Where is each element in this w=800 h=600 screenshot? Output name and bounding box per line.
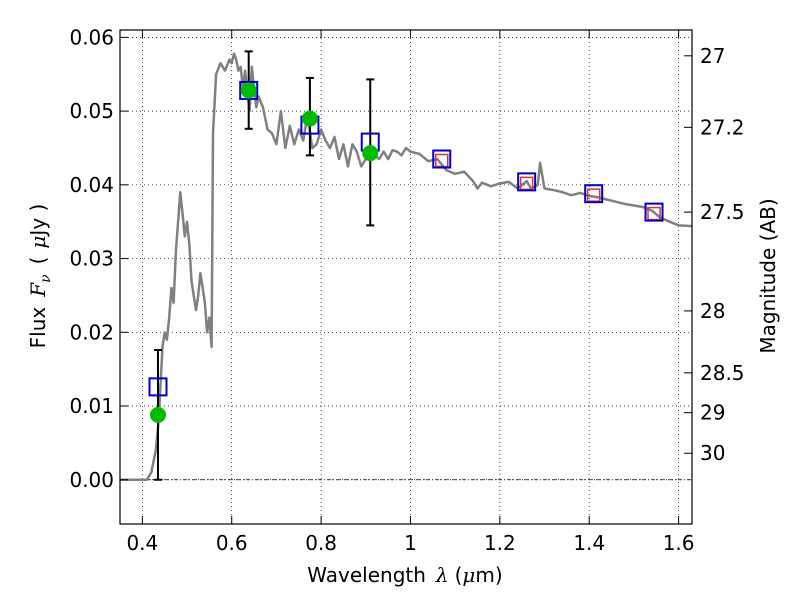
y2-tick-label: 27 bbox=[700, 44, 725, 68]
observed-marker bbox=[362, 145, 379, 162]
y-tick-label: 0.06 bbox=[69, 25, 114, 49]
model-marker bbox=[148, 377, 168, 397]
y2-tick-label: 27.2 bbox=[700, 115, 745, 139]
grid-lines bbox=[120, 30, 692, 524]
observed-marker bbox=[149, 406, 166, 423]
ticks-layer: 0.4 0.6 0.8 1 1.2 1.4 1.6 0.00 0.01 0.02 0.03 0.04 0… bbox=[69, 25, 744, 555]
y-tick-label: 0.03 bbox=[69, 247, 114, 271]
observed-marker bbox=[301, 110, 318, 127]
x-tick-label: 1.6 bbox=[663, 531, 695, 555]
x-tick-label: 1.4 bbox=[573, 531, 605, 555]
model-marker bbox=[517, 172, 537, 192]
model-marker bbox=[239, 80, 259, 100]
plot-frame bbox=[119, 29, 693, 525]
predicted-marker bbox=[647, 206, 661, 221]
model-marker bbox=[644, 202, 664, 222]
y2-tick-label: 28 bbox=[700, 299, 725, 323]
x-axis-label: Wavelength λ (μm) bbox=[307, 563, 502, 587]
x-tick-label: 1.2 bbox=[484, 531, 516, 555]
y-tick-label: 0.02 bbox=[69, 320, 114, 344]
model-marker bbox=[432, 149, 452, 169]
y2-tick-label: 27.5 bbox=[700, 200, 745, 224]
x-tick-label: 0.4 bbox=[126, 531, 158, 555]
sed-model-layer bbox=[120, 52, 693, 482]
x-tick-label: 0.8 bbox=[305, 531, 337, 555]
y-tick-label: 0.01 bbox=[69, 394, 114, 418]
predicted-marker bbox=[435, 153, 449, 168]
model-marker bbox=[584, 184, 604, 204]
y-tick-label: 0.04 bbox=[69, 173, 114, 197]
y-axis-label: FluxFν(μJy ) bbox=[26, 204, 54, 349]
predicted-marker bbox=[586, 188, 601, 202]
sed-model-line bbox=[120, 52, 693, 482]
y-tick-label: 0.05 bbox=[69, 99, 114, 123]
y-tick-label: 0.00 bbox=[69, 468, 114, 492]
predicted-marker bbox=[519, 176, 534, 191]
x-tick-label: 0.6 bbox=[216, 531, 248, 555]
markers-layer bbox=[148, 80, 664, 423]
observed-marker bbox=[240, 82, 257, 99]
y2-tick-label: 30 bbox=[700, 441, 725, 465]
right-axis-label: Magnitude (AB) bbox=[756, 198, 780, 353]
x-tick-label: 1 bbox=[404, 531, 417, 555]
y2-tick-label: 28.5 bbox=[700, 361, 745, 385]
y2-tick-label: 29 bbox=[700, 401, 725, 425]
